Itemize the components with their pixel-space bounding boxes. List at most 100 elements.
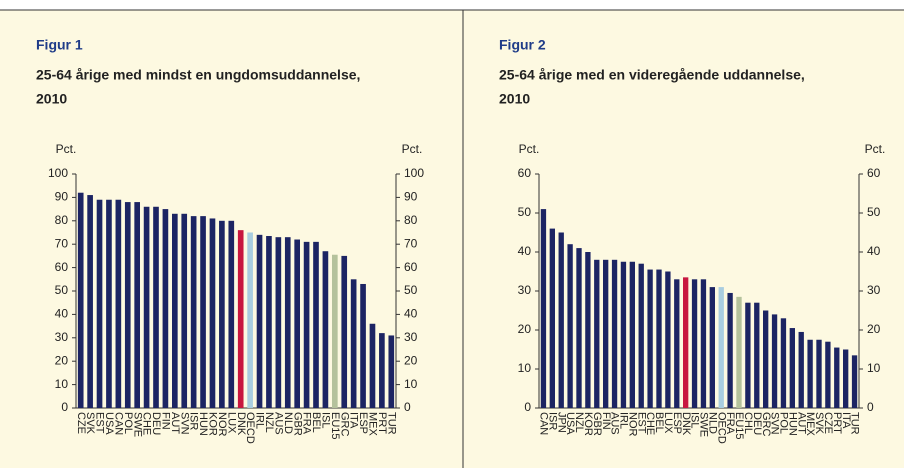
- bar: [77, 192, 84, 408]
- x-tick-label: CHL: [742, 412, 754, 434]
- bar: [851, 355, 858, 408]
- x-tick-label: ITA: [348, 412, 360, 429]
- bar: [275, 237, 282, 408]
- x-tick-label: MEX: [367, 412, 379, 437]
- x-tick-label: SVK: [813, 412, 825, 435]
- y-tick-label: 100: [48, 166, 68, 180]
- x-tick-label: NOR: [216, 412, 228, 437]
- x-tick-label: EU15: [329, 412, 341, 440]
- bar: [691, 279, 698, 408]
- bar: [153, 206, 159, 408]
- bar: [665, 271, 671, 408]
- background: [0, 10, 904, 468]
- bar: [825, 341, 831, 408]
- x-tick-label: FIN: [160, 412, 172, 430]
- bar: [172, 213, 178, 408]
- bar: [763, 310, 769, 408]
- subtitle: 2010: [36, 91, 67, 107]
- y-tick-label: 60: [518, 166, 532, 180]
- y-tick-label: 20: [55, 353, 69, 367]
- y-label: Pct.: [519, 142, 540, 156]
- bar: [256, 234, 263, 408]
- bar: [656, 269, 662, 408]
- y-tick-label: 40: [518, 244, 532, 258]
- x-tick-label: SVN: [178, 412, 190, 435]
- y2-label: Pct.: [402, 142, 423, 156]
- x-tick-label: SWE: [698, 412, 710, 437]
- bar: [322, 251, 329, 408]
- x-tick-label: GRC: [338, 412, 350, 437]
- x-tick-label: AUS: [609, 412, 621, 435]
- x-tick-label: DNK: [235, 412, 247, 436]
- y-tick-label: 60: [55, 260, 69, 274]
- bar: [284, 237, 291, 408]
- bar: [629, 261, 635, 408]
- x-tick-label: CHE: [141, 412, 153, 435]
- y2-tick-label: 0: [867, 400, 874, 414]
- x-tick-label: KOR: [582, 412, 594, 436]
- x-tick-label: FRA: [301, 412, 313, 435]
- x-tick-label: NLD: [706, 412, 718, 434]
- x-tick-label: NZL: [263, 412, 275, 433]
- x-tick-label: AUT: [169, 412, 181, 434]
- x-tick-label: DNK: [680, 412, 692, 436]
- x-tick-label: ESP: [357, 412, 369, 434]
- bar: [313, 241, 319, 408]
- bar: [816, 339, 822, 408]
- bar: [620, 261, 627, 408]
- y-tick-label: 10: [55, 377, 69, 391]
- bar: [780, 318, 787, 408]
- y-tick-label: 10: [518, 361, 532, 375]
- bar: [124, 202, 131, 408]
- bar: [266, 236, 272, 408]
- y2-tick-label: 40: [867, 244, 881, 258]
- x-tick-label: NOR: [626, 412, 638, 437]
- bar: [106, 199, 112, 408]
- y2-tick-label: 20: [404, 353, 418, 367]
- bar: [683, 277, 689, 408]
- bar: [789, 328, 795, 408]
- x-tick-label: BEL: [310, 412, 322, 433]
- y2-tick-label: 40: [404, 307, 418, 321]
- x-tick-label: EU15: [733, 412, 745, 440]
- bar: [96, 199, 103, 408]
- x-tick-label: JPN: [555, 412, 567, 433]
- x-tick-label: ISL: [689, 412, 701, 429]
- x-tick-label: DEU: [150, 412, 162, 435]
- x-tick-label: OECD: [244, 412, 256, 444]
- bar: [709, 287, 715, 408]
- bar: [219, 220, 225, 408]
- bar: [369, 323, 376, 408]
- bar: [162, 209, 169, 408]
- bar: [576, 248, 582, 408]
- x-tick-label: CAN: [538, 412, 550, 435]
- y2-tick-label: 50: [404, 283, 418, 297]
- bar: [143, 206, 150, 408]
- bar: [115, 199, 122, 408]
- bar: [834, 347, 840, 408]
- y-tick-label: 0: [524, 400, 531, 414]
- x-tick-label: IRL: [618, 412, 630, 429]
- x-tick-label: CAN: [112, 412, 124, 435]
- x-tick-label: OECD: [715, 412, 727, 444]
- x-tick-label: AUS: [272, 412, 284, 435]
- x-tick-label: GRC: [760, 412, 772, 437]
- bar: [341, 255, 348, 408]
- x-tick-label: LUX: [662, 412, 674, 434]
- y2-tick-label: 90: [404, 190, 418, 204]
- x-tick-label: ESP: [671, 412, 683, 434]
- x-tick-label: EST: [94, 412, 106, 434]
- y2-tick-label: 30: [867, 283, 881, 297]
- y2-tick-label: 30: [404, 330, 418, 344]
- bar: [209, 218, 216, 408]
- y2-label: Pct.: [865, 142, 886, 156]
- x-tick-label: SWE: [131, 412, 143, 437]
- x-tick-label: ITA: [840, 412, 852, 429]
- bar: [190, 216, 197, 408]
- y2-tick-label: 60: [404, 260, 418, 274]
- x-tick-label: LUX: [225, 412, 237, 434]
- bar: [332, 254, 338, 408]
- x-tick-label: USA: [564, 412, 576, 435]
- x-tick-label: MEX: [804, 412, 816, 437]
- y2-tick-label: 100: [404, 166, 424, 180]
